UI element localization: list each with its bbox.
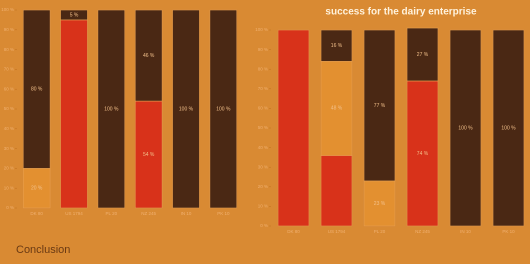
y-tick-label: 10 % (258, 204, 268, 209)
x-tick-label: IN 10 (181, 211, 192, 216)
y-tick-label: 40 % (258, 145, 268, 150)
y-tick-label: 70 % (4, 67, 14, 72)
y-tick-label: 60 % (4, 86, 14, 91)
y-tick-label: 80 % (258, 66, 268, 71)
value-label: 100 % (179, 106, 194, 112)
x-tick-label: US 1794 (328, 229, 346, 234)
bar-segment (321, 155, 352, 226)
x-tick-label: PL 20 (374, 229, 386, 234)
x-tick-label: IN 10 (460, 229, 471, 234)
y-tick-label: 50 % (258, 125, 268, 130)
y-tick-label: 0 % (6, 205, 14, 210)
x-tick-label: PL 20 (106, 211, 118, 216)
y-tick-label: 100 % (1, 7, 14, 12)
y-tick-label: 30 % (4, 146, 14, 151)
value-label: 20 % (31, 186, 43, 192)
x-tick-label: DK 80 (30, 211, 43, 216)
value-label: 16 % (331, 43, 343, 49)
x-tick-label: PK 10 (502, 229, 515, 234)
y-tick-label: 30 % (258, 164, 268, 169)
x-tick-label: DK 80 (287, 229, 300, 234)
value-label: 100 % (501, 125, 516, 131)
y-tick-label: 60 % (258, 106, 268, 111)
y-tick-label: 90 % (4, 27, 14, 32)
value-label: 27 % (417, 52, 429, 58)
value-label: 46 % (143, 53, 155, 59)
y-tick-label: 0 % (260, 223, 268, 228)
x-tick-label: NZ 245 (141, 211, 156, 216)
y-tick-label: 10 % (4, 185, 14, 190)
value-label: 77 % (374, 103, 386, 109)
slide: Conclusion 0 % 10 % 20 % 30 % 40 % 50 % 60 % 70… (0, 0, 530, 264)
y-tick-label: 50 % (4, 106, 14, 111)
y-tick-label: 20 % (4, 166, 14, 171)
y-tick-label: 90 % (258, 47, 268, 52)
value-label: 48 % (331, 106, 343, 112)
y-tick-label: 100 % (255, 27, 268, 32)
value-label: 54 % (143, 152, 155, 158)
conclusion-heading: Conclusion (16, 244, 70, 256)
x-tick-label: NZ 245 (415, 229, 430, 234)
y-tick-label: 40 % (4, 126, 14, 131)
y-tick-label: 20 % (258, 184, 268, 189)
chart-title: success for the dairy enterprise (325, 7, 477, 18)
value-label: 100 % (216, 106, 231, 112)
bar-segment (278, 30, 309, 226)
value-label: 80 % (31, 87, 43, 93)
value-label: 100 % (104, 106, 119, 112)
x-tick-label: US 1794 (65, 211, 83, 216)
y-tick-label: 80 % (4, 47, 14, 52)
value-label: 100 % (458, 125, 473, 131)
value-label: 74 % (417, 151, 429, 157)
bar-segment (61, 20, 88, 208)
value-label: 5 % (70, 12, 79, 18)
value-label: 23 % (374, 201, 386, 207)
y-tick-label: 70 % (258, 86, 268, 91)
x-tick-label: PK 10 (217, 211, 230, 216)
